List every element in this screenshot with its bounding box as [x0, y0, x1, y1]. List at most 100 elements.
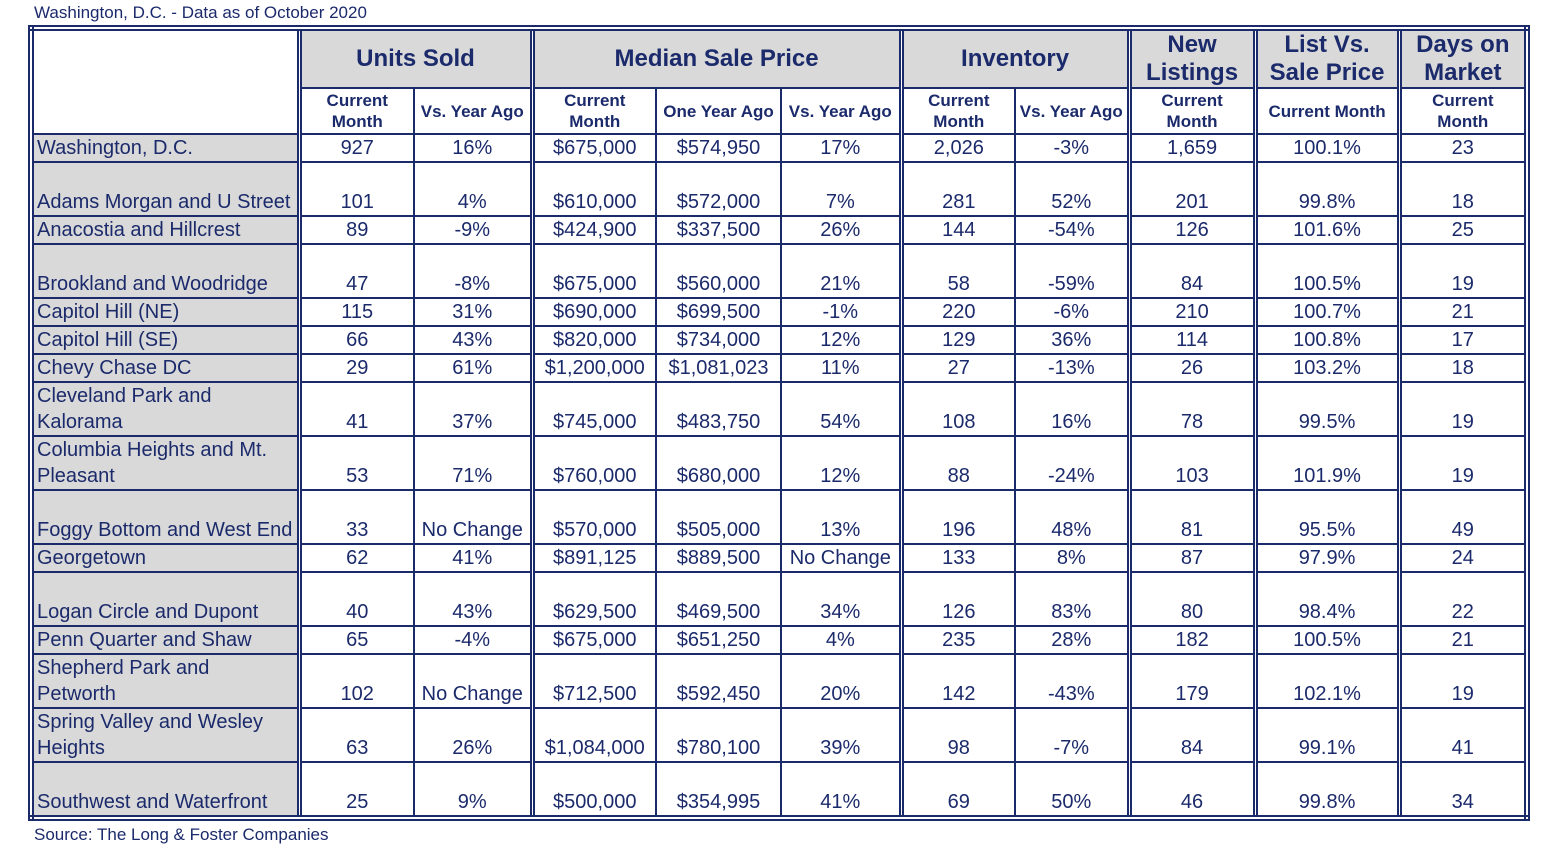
- table-row: Georgetown 62 41% $891,125 $889,500 No Change…: [30, 543, 1529, 573]
- source-note: Source: The Long & Foster Companies: [34, 825, 329, 844]
- cell-value: 24: [1396, 543, 1529, 573]
- cell-value: 18: [1396, 353, 1529, 383]
- cell-value: 71%: [412, 435, 534, 491]
- table-row: Capitol Hill (NE) 115 31% $690,000 $699,500-…: [30, 297, 1529, 327]
- cell-value: $424,900: [529, 215, 658, 245]
- cell-value: 61%: [412, 353, 534, 383]
- table-row: Shepherd Park and Petworth 102 No Change $7…: [30, 653, 1529, 709]
- table-row: Southwest and Waterfront 25 9% $500,000 $354…: [30, 761, 1529, 819]
- cell-value: 40: [296, 571, 415, 627]
- cell-value: 17: [1396, 325, 1529, 355]
- cell-value: 19: [1396, 243, 1529, 299]
- cell-value: 115: [296, 297, 415, 327]
- cell-value: 48%: [1014, 489, 1131, 545]
- cell-value: 210: [1126, 297, 1257, 327]
- cell-value: 19: [1396, 435, 1529, 491]
- cell-value: 25: [296, 761, 415, 819]
- area-name: Shepherd Park and Petworth: [30, 653, 300, 709]
- cell-value: No Change: [412, 489, 534, 545]
- cell-value: 201: [1126, 161, 1257, 217]
- cell-value: -9%: [412, 215, 534, 245]
- area-name: Washington, D.C.: [30, 133, 300, 163]
- table-row: Brookland and Woodridge 47 -8% $675,000 $560…: [30, 243, 1529, 299]
- cell-value: 83%: [1014, 571, 1131, 627]
- cell-value: 99.1%: [1252, 707, 1401, 763]
- cell-value: $629,500: [529, 571, 658, 627]
- cell-value: $483,750: [655, 381, 783, 437]
- cell-value: $592,450: [655, 653, 783, 709]
- cell-value: 58: [898, 243, 1017, 299]
- cell-value: 142: [898, 653, 1017, 709]
- cell-value: $699,500: [655, 297, 783, 327]
- subheader-6: Vs. Year Ago: [1014, 87, 1131, 135]
- group-inventory: Inventory: [898, 27, 1131, 89]
- cell-value: 2,026: [898, 133, 1017, 163]
- cell-value: $570,000: [529, 489, 658, 545]
- cell-value: $354,995: [655, 761, 783, 819]
- subheader-4: Vs. Year Ago: [780, 87, 903, 135]
- table-row: Penn Quarter and Shaw 65 -4% $675,000 $651,2…: [30, 625, 1529, 655]
- table-row: Columbia Heights and Mt. Pleasant 53 71% $7…: [30, 435, 1529, 491]
- table-row: Cleveland Park and Kalorama 41 37% $745,000…: [30, 381, 1529, 437]
- cell-value: 98.4%: [1252, 571, 1401, 627]
- page-content: Washington, D.C. - Data as of October 20…: [28, 2, 1531, 845]
- area-name: Brookland and Woodridge: [30, 243, 300, 299]
- cell-value: 100.5%: [1252, 625, 1401, 655]
- cell-value: 220: [898, 297, 1017, 327]
- cell-value: 12%: [780, 325, 903, 355]
- subheader-2: Current Month: [529, 87, 658, 135]
- cell-value: 52%: [1014, 161, 1131, 217]
- cell-value: 41: [1396, 707, 1529, 763]
- table-row: Adams Morgan and U Street 101 4% $610,000 $5…: [30, 161, 1529, 217]
- cell-value: 100.1%: [1252, 133, 1401, 163]
- cell-value: 50%: [1014, 761, 1131, 819]
- group-new-listings: New Listings: [1126, 27, 1257, 89]
- cell-value: 43%: [412, 325, 534, 355]
- cell-value: 29: [296, 353, 415, 383]
- cell-value: -13%: [1014, 353, 1131, 383]
- cell-value: 182: [1126, 625, 1257, 655]
- cell-value: 129: [898, 325, 1017, 355]
- cell-value: -1%: [780, 297, 903, 327]
- cell-value: 126: [898, 571, 1017, 627]
- cell-value: 108: [898, 381, 1017, 437]
- area-name: Capitol Hill (NE): [30, 297, 300, 327]
- cell-value: $1,200,000: [529, 353, 658, 383]
- cell-value: $651,250: [655, 625, 783, 655]
- cell-value: 281: [898, 161, 1017, 217]
- cell-value: 63: [296, 707, 415, 763]
- cell-value: 53: [296, 435, 415, 491]
- cell-value: $734,000: [655, 325, 783, 355]
- subheader-9: Current Month: [1396, 87, 1529, 135]
- cell-value: 21: [1396, 625, 1529, 655]
- table-row: Spring Valley and Wesley Heights 63 26% $1,…: [30, 707, 1529, 763]
- cell-value: 100.8%: [1252, 325, 1401, 355]
- cell-value: 18: [1396, 161, 1529, 217]
- cell-value: 4%: [780, 625, 903, 655]
- area-name: Columbia Heights and Mt. Pleasant: [30, 435, 300, 491]
- cell-value: 41%: [780, 761, 903, 819]
- cell-value: 196: [898, 489, 1017, 545]
- cell-value: -6%: [1014, 297, 1131, 327]
- cell-value: $560,000: [655, 243, 783, 299]
- corner-cell: [30, 27, 300, 135]
- cell-value: 95.5%: [1252, 489, 1401, 545]
- cell-value: 101: [296, 161, 415, 217]
- cell-value: 49: [1396, 489, 1529, 545]
- cell-value: 78: [1126, 381, 1257, 437]
- cell-value: 99.8%: [1252, 161, 1401, 217]
- cell-value: No Change: [780, 543, 903, 573]
- cell-value: $820,000: [529, 325, 658, 355]
- cell-value: $337,500: [655, 215, 783, 245]
- cell-value: 103.2%: [1252, 353, 1401, 383]
- cell-value: 19: [1396, 653, 1529, 709]
- subheader-3: One Year Ago: [655, 87, 783, 135]
- cell-value: -4%: [412, 625, 534, 655]
- cell-value: $891,125: [529, 543, 658, 573]
- cell-value: 144: [898, 215, 1017, 245]
- cell-value: 39%: [780, 707, 903, 763]
- cell-value: $610,000: [529, 161, 658, 217]
- cell-value: 102.1%: [1252, 653, 1401, 709]
- table-row: Anacostia and Hillcrest 89 -9% $424,900 $337…: [30, 215, 1529, 245]
- cell-value: 33: [296, 489, 415, 545]
